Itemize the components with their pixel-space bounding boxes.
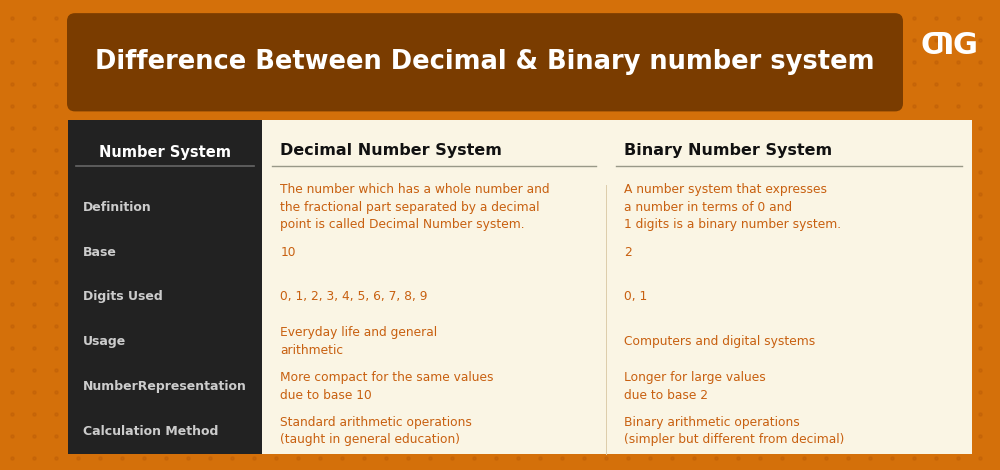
Text: Difference Between Decimal & Binary number system: Difference Between Decimal & Binary numb…	[95, 49, 875, 75]
Text: ƢG: ƢG	[921, 31, 979, 60]
Text: Everyday life and general
arithmetic: Everyday life and general arithmetic	[280, 326, 437, 357]
Text: Longer for large values
due to base 2: Longer for large values due to base 2	[624, 371, 766, 402]
Text: A number system that expresses
a number in terms of 0 and
1 digits is a binary n: A number system that expresses a number …	[624, 183, 841, 231]
Bar	[262, 120, 972, 454]
Text: Base: Base	[83, 246, 117, 258]
Text: Calculation Method: Calculation Method	[83, 425, 218, 438]
Text: More compact for the same values
due to base 10: More compact for the same values due to …	[280, 371, 494, 402]
Text: Binary arithmetic operations
(simpler but different from decimal): Binary arithmetic operations (simpler bu…	[624, 416, 844, 446]
Text: Standard arithmetic operations
(taught in general education): Standard arithmetic operations (taught i…	[280, 416, 472, 446]
Text: Usage: Usage	[83, 335, 126, 348]
FancyBboxPatch shape	[67, 13, 903, 111]
Text: Binary Number System: Binary Number System	[624, 143, 832, 158]
Text: Number System: Number System	[99, 145, 231, 160]
Text: Decimal Number System: Decimal Number System	[280, 143, 502, 158]
Text: Computers and digital systems: Computers and digital systems	[624, 335, 815, 348]
Text: NumberRepresentation: NumberRepresentation	[83, 380, 247, 393]
Text: 10: 10	[280, 246, 296, 258]
Bar	[68, 120, 262, 454]
Text: Definition: Definition	[83, 201, 152, 214]
Text: The number which has a whole number and
the fractional part separated by a decim: The number which has a whole number and …	[280, 183, 550, 231]
Text: 0, 1, 2, 3, 4, 5, 6, 7, 8, 9: 0, 1, 2, 3, 4, 5, 6, 7, 8, 9	[280, 290, 428, 303]
Text: 0, 1: 0, 1	[624, 290, 647, 303]
Text: 2: 2	[624, 246, 632, 258]
Text: Digits Used: Digits Used	[83, 290, 163, 303]
